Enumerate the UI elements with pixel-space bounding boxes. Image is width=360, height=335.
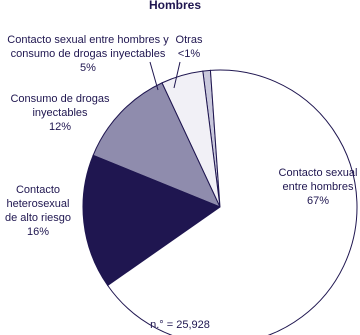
slice-label: Contacto sexual entre hombres 67% [270, 166, 360, 208]
value-label: 16% [26, 226, 50, 238]
leader-line [173, 61, 181, 89]
value-label: 67% [306, 195, 330, 207]
slice-label: Otras <1% [172, 33, 206, 61]
value-label: 12% [48, 121, 72, 133]
slice-label: Contacto heterosexual de alto riesgo 16% [2, 183, 74, 239]
chart-title: Hombres [148, 0, 201, 12]
category-label: Contacto sexual entre hombres y consumo … [7, 34, 169, 60]
category-label: Contacto sexual entre hombres [278, 167, 358, 193]
footnote: n.° = 25,928 [150, 319, 210, 331]
slice-label: Consumo de drogas inyectables 12% [4, 92, 116, 134]
leader-line [149, 61, 159, 91]
pie-slice [107, 69, 358, 335]
value-label: 5% [80, 62, 96, 74]
category-label: Contacto heterosexual de alto riesgo [4, 184, 72, 224]
pie-slice [92, 82, 221, 208]
slice-label: Contacto sexual entre hombres y consumo … [2, 33, 174, 75]
value-label: <1% [177, 48, 201, 60]
category-label: Otras [175, 34, 203, 46]
pie-slice [82, 154, 222, 287]
category-label: Consumo de drogas inyectables [10, 93, 110, 119]
